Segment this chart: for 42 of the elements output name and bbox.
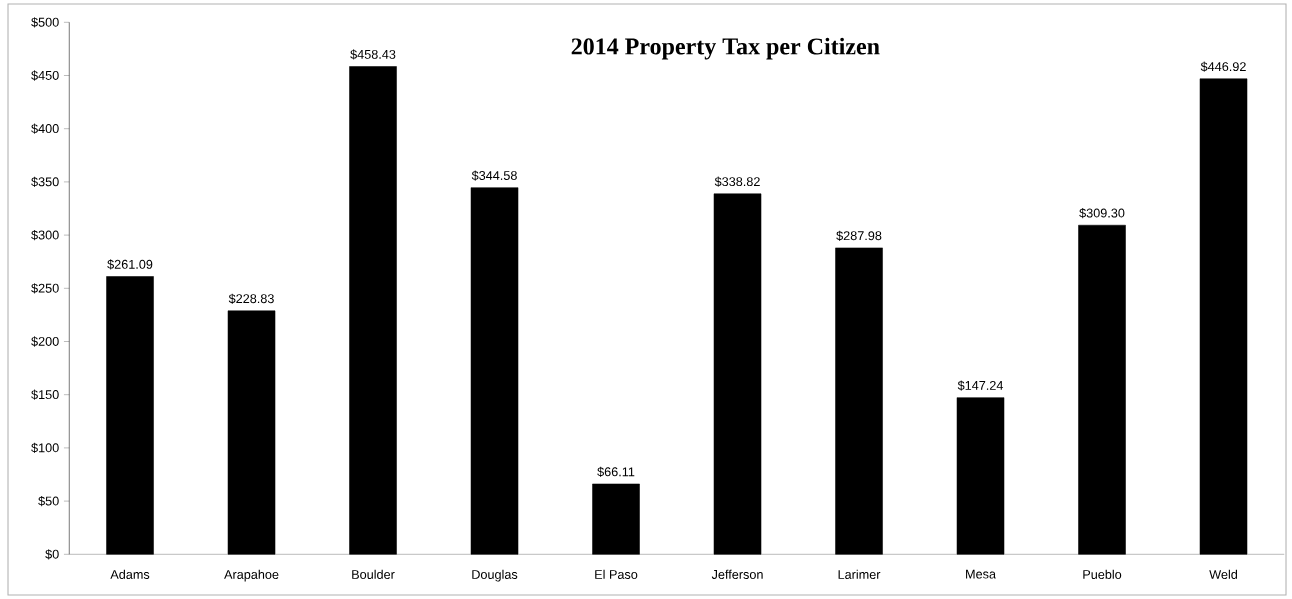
bar xyxy=(106,276,154,555)
x-tick-label: Larimer xyxy=(838,569,881,579)
data-label: $309.30 xyxy=(1079,208,1125,219)
bar xyxy=(713,193,762,555)
data-label: $287.98 xyxy=(836,230,882,241)
x-tick-label: El Paso xyxy=(595,569,638,579)
x-tick-label: Douglas xyxy=(472,569,518,582)
data-label: $338.82 xyxy=(714,176,760,187)
y-tick-label: $50 xyxy=(38,495,59,507)
x-tick-label: Adams xyxy=(110,569,150,579)
data-label: $446.92 xyxy=(1200,61,1246,72)
bar xyxy=(227,310,276,555)
data-label: $66.11 xyxy=(597,466,635,478)
data-label: $147.24 xyxy=(957,380,1004,391)
data-label: $228.83 xyxy=(228,293,274,304)
y-tick-label: $450 xyxy=(31,70,59,81)
y-tick-label: $500 xyxy=(31,17,59,28)
bar xyxy=(835,247,883,555)
x-tick-label: Arapahoe xyxy=(224,569,279,582)
x-tick-label: Weld xyxy=(1209,569,1238,579)
x-tick-label: Mesa xyxy=(966,569,996,579)
y-tick-label: $250 xyxy=(31,283,59,294)
y-tick-label: $150 xyxy=(31,389,59,400)
bar xyxy=(1078,224,1126,555)
bar xyxy=(956,397,1005,555)
y-tick-label: $0 xyxy=(45,549,59,560)
bar xyxy=(349,66,397,555)
x-tick-label: Pueblo xyxy=(1083,569,1122,579)
y-tick-label: $300 xyxy=(31,229,59,241)
y-tick-label: $200 xyxy=(31,336,59,347)
bar xyxy=(592,483,640,555)
data-label: $261.09 xyxy=(107,259,153,270)
x-tick-label: Boulder xyxy=(352,569,395,579)
y-tick-label: $400 xyxy=(31,123,59,134)
y-tick-label: $100 xyxy=(31,442,59,454)
text: 2014 Property Tax per Citizen xyxy=(571,37,880,60)
data-label: $344.58 xyxy=(471,170,517,181)
bar xyxy=(1199,78,1248,555)
y-tick-label: $350 xyxy=(31,176,59,188)
data-label: $458.43 xyxy=(350,49,396,60)
bar xyxy=(470,187,519,555)
x-tick-label: Jefferson xyxy=(711,569,763,579)
